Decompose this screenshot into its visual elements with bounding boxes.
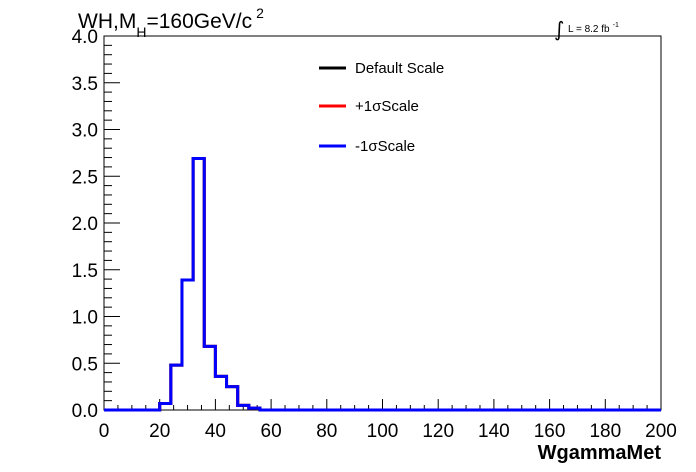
x-tick-label: 80 xyxy=(316,421,337,442)
chart-title-main: WH,M xyxy=(78,10,136,33)
histogram-series-line xyxy=(104,156,661,412)
x-tick-label: 140 xyxy=(478,421,510,442)
plot-frame xyxy=(103,35,662,411)
y-tick-label: 0.0 xyxy=(72,401,98,422)
luminosity-label: L = 8.2 fb -1 xyxy=(568,22,619,35)
legend-label: -1σScale xyxy=(355,138,415,155)
legend-label: Default Scale xyxy=(355,60,444,77)
chart-title-superscript: 2 xyxy=(256,5,264,21)
histogram-series-line xyxy=(104,156,661,412)
y-tick-label: 3.0 xyxy=(72,121,98,142)
y-tick-label: 3.5 xyxy=(72,74,98,95)
x-tick-label: 160 xyxy=(534,421,566,442)
x-tick-label: 60 xyxy=(261,421,282,442)
x-tick-label: 100 xyxy=(367,421,399,442)
x-tick-label: 20 xyxy=(149,421,170,442)
luminosity-text: L = 8.2 fb xyxy=(568,24,610,35)
luminosity-superscript: -1 xyxy=(613,22,619,29)
luminosity-integral-symbol: ∫ xyxy=(554,17,564,41)
y-tick-label: 1.0 xyxy=(72,308,98,329)
x-tick-label: 0 xyxy=(99,421,110,442)
y-tick-label: 4.0 xyxy=(72,27,98,48)
chart-title-rest: =160GeV/c xyxy=(146,10,252,33)
histogram-series-line xyxy=(104,156,661,412)
legend: Default Scale +1σScale -1σScale xyxy=(319,60,444,155)
series-layer xyxy=(104,156,661,412)
x-tick-label: 200 xyxy=(645,421,677,442)
x-tick-label: 40 xyxy=(205,421,226,442)
chart-title: WH,MH=160GeV/c 2 xyxy=(78,5,264,40)
x-tick-label: 120 xyxy=(422,421,454,442)
y-tick-label: 1.5 xyxy=(72,261,98,282)
legend-label: +1σScale xyxy=(355,98,419,115)
y-tick-label: 0.5 xyxy=(72,354,98,375)
chart-title-subscript: H xyxy=(136,24,146,40)
x-tick-label: 180 xyxy=(589,421,621,442)
y-tick-label: 2.5 xyxy=(72,167,98,188)
x-axis: 0 20 40 60 80 100 120 140 160 180 200 xyxy=(99,399,677,442)
y-axis: 0.0 0.5 1.0 1.5 2.0 2.5 3.0 3.5 4.0 xyxy=(72,27,120,422)
y-tick-label: 2.0 xyxy=(72,214,98,235)
x-axis-title: WgammaMet xyxy=(538,442,662,464)
